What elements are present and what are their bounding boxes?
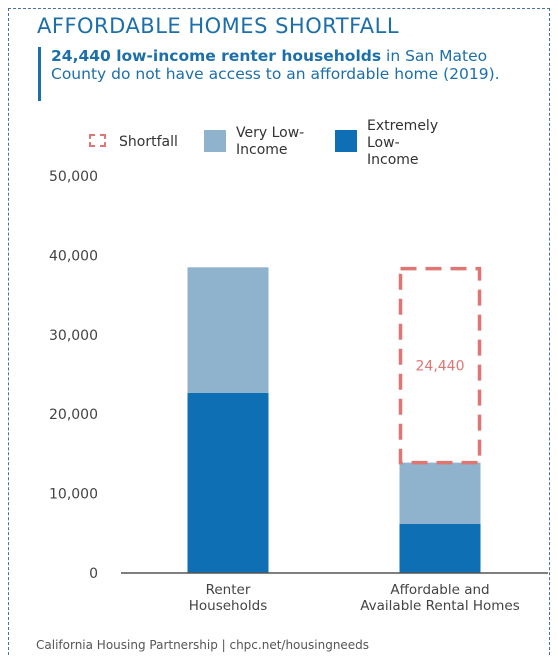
chart-subtitle: 24,440 low-income renter households in S… — [38, 47, 508, 101]
legend-shortfall-label: Shortfall — [119, 134, 178, 150]
chart-frame — [8, 8, 550, 655]
x-category-label: Households — [189, 598, 267, 614]
y-tick-label: 10,000 — [49, 487, 98, 503]
y-tick-label: 50,000 — [49, 169, 98, 185]
legend-extremely-low: Extremely Low- Income — [335, 118, 438, 169]
legend-shortfall: Shortfall — [89, 134, 178, 151]
subtitle-text: in San Mateo County do not have access t… — [51, 47, 500, 83]
legend-very-low-line1: Very Low- — [236, 125, 305, 141]
legend-extremely-low-swatch — [335, 130, 357, 152]
legend-very-low: Very Low- Income — [204, 125, 304, 159]
bar-extremely-low-1 — [399, 523, 481, 573]
y-tick-label: 20,000 — [49, 407, 98, 423]
shortfall-label: 24,440 — [416, 359, 465, 375]
y-tick-label: 0 — [89, 566, 98, 582]
legend-extremely-low-line3: Income — [367, 152, 419, 168]
legend-extremely-low-line2: Low- — [367, 135, 400, 151]
bar-very-low-0 — [187, 267, 269, 393]
legend-very-low-swatch — [204, 130, 226, 152]
chart-title: AFFORDABLE HOMES SHORTFALL — [37, 14, 400, 38]
y-tick-label: 30,000 — [49, 328, 98, 344]
bar-extremely-low-0 — [187, 392, 269, 573]
bar-very-low-1 — [399, 462, 481, 524]
source-footer: California Housing Partnership | chpc.ne… — [36, 638, 370, 652]
y-tick-label: 40,000 — [49, 248, 98, 264]
legend-shortfall-swatch — [89, 134, 106, 147]
subtitle-highlight: 24,440 low-income renter households — [51, 47, 382, 65]
x-category-label: Renter — [206, 582, 251, 598]
legend-very-low-line2: Income — [236, 142, 288, 158]
x-category-label: Available Rental Homes — [360, 598, 520, 614]
legend-extremely-low-line1: Extremely — [367, 118, 439, 134]
x-category-label: Affordable and — [390, 582, 489, 598]
shortfall-box — [398, 266, 482, 465]
